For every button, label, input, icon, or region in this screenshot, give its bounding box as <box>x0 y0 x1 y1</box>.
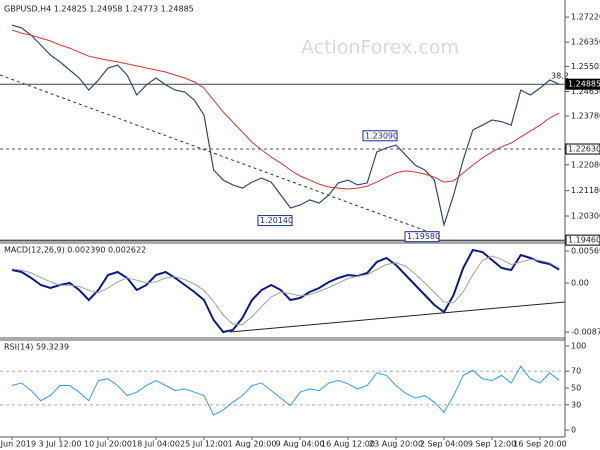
y-tick-label: 1.22080 <box>571 160 600 169</box>
x-tick-label: 9 Aug 04:00 <box>276 440 325 449</box>
x-tick-label: 16 Aug 12:00 <box>321 440 375 449</box>
y-tick-label: 1.21180 <box>571 186 600 195</box>
y-tick-label: 100 <box>571 341 586 350</box>
x-tick-label: 9 Sep 12:00 <box>468 440 516 449</box>
watermark: ActionForex.com <box>301 37 459 59</box>
y-tick-label: 70 <box>571 367 581 376</box>
y-tick-label: -0.008737 <box>571 328 600 337</box>
y-tick-label: 1.27220 <box>571 13 600 22</box>
x-tick-label: 16 Sep 20:00 <box>513 440 566 449</box>
level-label: 1.19460 <box>568 236 600 245</box>
annotation-label: 1.19580 <box>407 232 440 241</box>
macd-trend-line <box>229 301 566 333</box>
level-box <box>565 234 600 246</box>
level-box <box>565 78 600 90</box>
series-line <box>11 24 560 228</box>
panel-title: GBPUSD,H4 1.24825 1.24958 1.24773 1.2488… <box>4 5 194 14</box>
x-tick-label: 1 Aug 20:00 <box>228 440 277 449</box>
y-tick-label: 0.005694 <box>571 247 600 256</box>
annotation-box <box>404 231 440 243</box>
annotation-box <box>257 215 293 227</box>
panel-title: MACD(12,26,9) 0.002390 0.002622 <box>4 246 146 255</box>
x-tick-label: 26 Jun 2019 <box>0 440 36 449</box>
series-line <box>11 248 560 334</box>
trend-line <box>0 74 441 237</box>
series-line <box>11 255 560 326</box>
panel-title: RSI(14) 59.3239 <box>4 343 69 352</box>
x-tick-label: 3 Jul 12:00 <box>39 440 82 449</box>
fib-label: 38.2 <box>551 72 569 81</box>
y-tick-label: 30 <box>571 400 581 409</box>
y-tick-label: 0 <box>571 426 576 435</box>
y-tick-label: 1.26350 <box>571 38 600 47</box>
annotation-box <box>362 130 398 142</box>
y-tick-label: 1.24630 <box>571 87 600 96</box>
annotation-label: 1.20140 <box>260 216 293 225</box>
annotation-label: 1.23090 <box>365 131 398 140</box>
level-label: 1.22630 <box>568 145 600 154</box>
y-tick-label: 1.23780 <box>571 111 600 120</box>
level-label: 1.24885 <box>568 80 600 89</box>
y-tick-label: 1.20300 <box>571 211 600 220</box>
series-line <box>11 365 560 416</box>
y-tick-label: 1.25505 <box>571 62 600 71</box>
x-tick-label: 23 Aug 20:00 <box>369 440 423 449</box>
y-tick-label: 50 <box>571 384 581 393</box>
x-tick-label: 2 Sep 04:00 <box>420 440 468 449</box>
x-tick-label: 18 Jul 04:00 <box>132 440 180 449</box>
level-box <box>565 143 600 155</box>
x-tick-label: 25 Jul 12:00 <box>180 440 228 449</box>
x-tick-label: 10 Jul 20:00 <box>84 440 132 449</box>
series-line <box>11 29 560 190</box>
y-tick-label: 0.00 <box>571 278 589 287</box>
